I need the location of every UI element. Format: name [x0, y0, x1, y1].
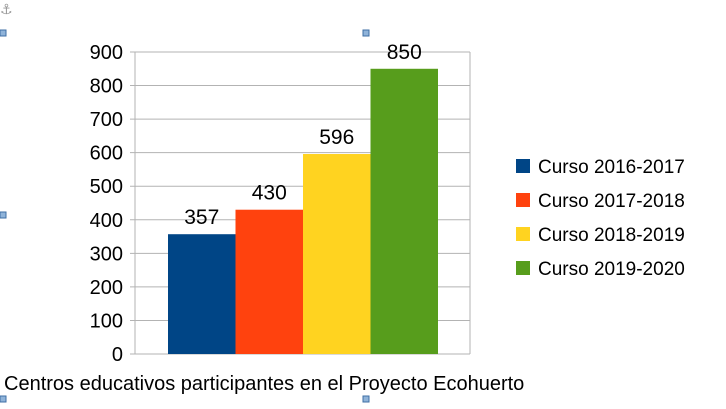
resize-handle-top-center[interactable]: [362, 29, 370, 37]
resize-handle-bottom-center[interactable]: [362, 395, 370, 403]
axes: 0 100 200 300 400 500 600 700 800 900: [90, 42, 471, 366]
bar-curso-2016-2017: [168, 234, 236, 354]
bars: [168, 68, 438, 355]
selection-handles[interactable]: [0, 29, 370, 403]
bar-curso-2019-2020: [370, 68, 438, 355]
resize-handle-bottom-left[interactable]: [0, 395, 7, 403]
legend-swatch: [516, 193, 530, 207]
resize-handle-top-left[interactable]: [0, 29, 7, 37]
y-tick-label: 300: [90, 243, 123, 265]
y-tick-label: 100: [90, 310, 123, 332]
legend-label: Curso 2019-2020: [538, 259, 685, 280]
legend-swatch: [516, 227, 530, 241]
svg-text:⚓: ⚓: [0, 2, 13, 18]
y-tick-label: 600: [90, 143, 123, 165]
y-tick-label: 400: [90, 210, 123, 232]
data-label: 357: [184, 206, 219, 229]
y-tick-label: 700: [90, 109, 123, 131]
legend-label: Curso 2018-2019: [538, 225, 685, 246]
y-tick-label: 900: [90, 42, 123, 64]
legend-swatch: [516, 261, 530, 275]
data-label: 596: [319, 126, 354, 149]
y-tick-label: 800: [90, 76, 123, 98]
anchor-icon: ⚓: [0, 2, 13, 18]
legend-label: Curso 2016-2017: [538, 157, 685, 178]
bar-curso-2017-2018: [235, 209, 303, 354]
data-label: 430: [252, 182, 287, 205]
y-tick-label: 500: [90, 176, 123, 198]
chart-caption: Centros educativos participantes en el P…: [4, 373, 524, 395]
y-tick-label: 0: [112, 344, 123, 366]
resize-handle-middle-left[interactable]: [0, 211, 7, 219]
y-tick-label: 200: [90, 277, 123, 299]
legend: Curso 2016-2017 Curso 2017-2018 Curso 2018…: [516, 157, 685, 280]
data-label: 850: [387, 41, 422, 64]
legend-swatch: [516, 159, 530, 173]
data-labels: 357 430 596 850: [184, 41, 422, 229]
bar-curso-2018-2019: [303, 154, 371, 354]
legend-label: Curso 2017-2018: [538, 191, 685, 212]
